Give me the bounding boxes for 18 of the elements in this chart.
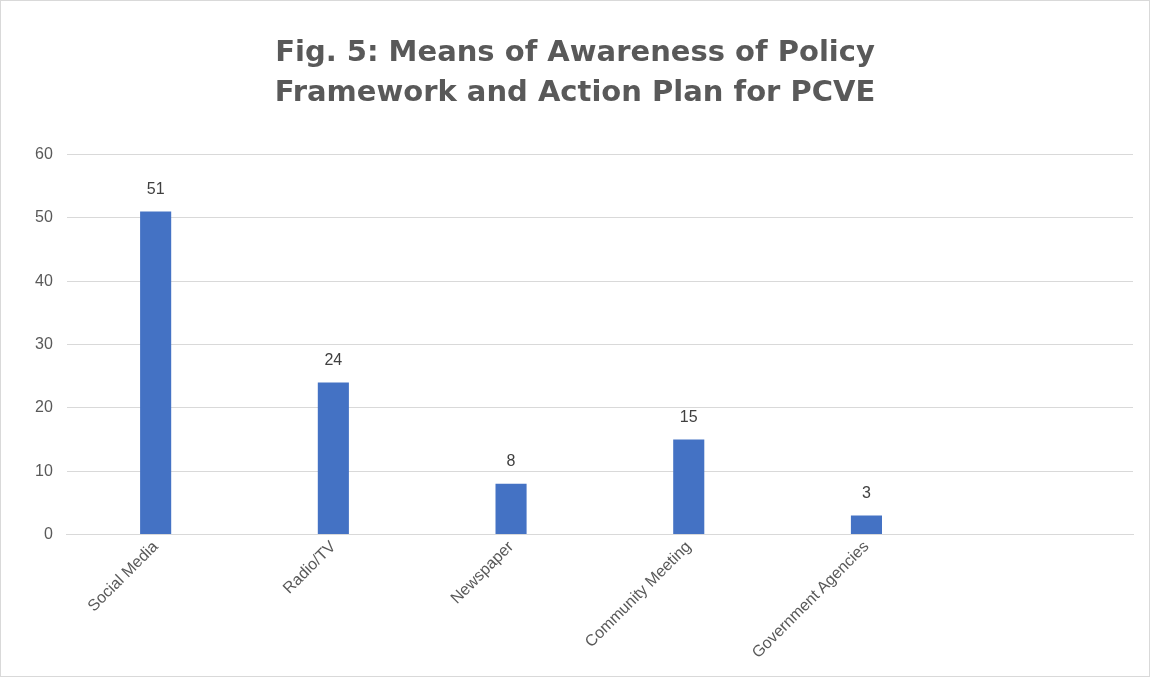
data-label: 3 [862, 483, 871, 501]
data-label: 51 [146, 179, 165, 197]
y-tick-label: 60 [35, 145, 53, 163]
data-label: 24 [324, 350, 343, 368]
bar [317, 382, 349, 534]
bar [673, 439, 705, 534]
y-tick-label: 20 [35, 398, 53, 416]
data-label: 8 [506, 452, 516, 470]
bar [850, 515, 882, 534]
bar [140, 211, 172, 534]
y-tick-label: 30 [35, 334, 53, 352]
y-tick-label: 40 [35, 271, 53, 289]
chart-title: Fig. 5: Means of Awareness of Policy Framework and Action Plan for PCVE [273, 33, 877, 110]
bar [495, 483, 527, 534]
y-tick-label: 50 [35, 208, 53, 226]
y-tick-label: 10 [35, 461, 53, 479]
y-tick-label: 0 [43, 524, 53, 542]
data-label: 15 [679, 407, 698, 425]
